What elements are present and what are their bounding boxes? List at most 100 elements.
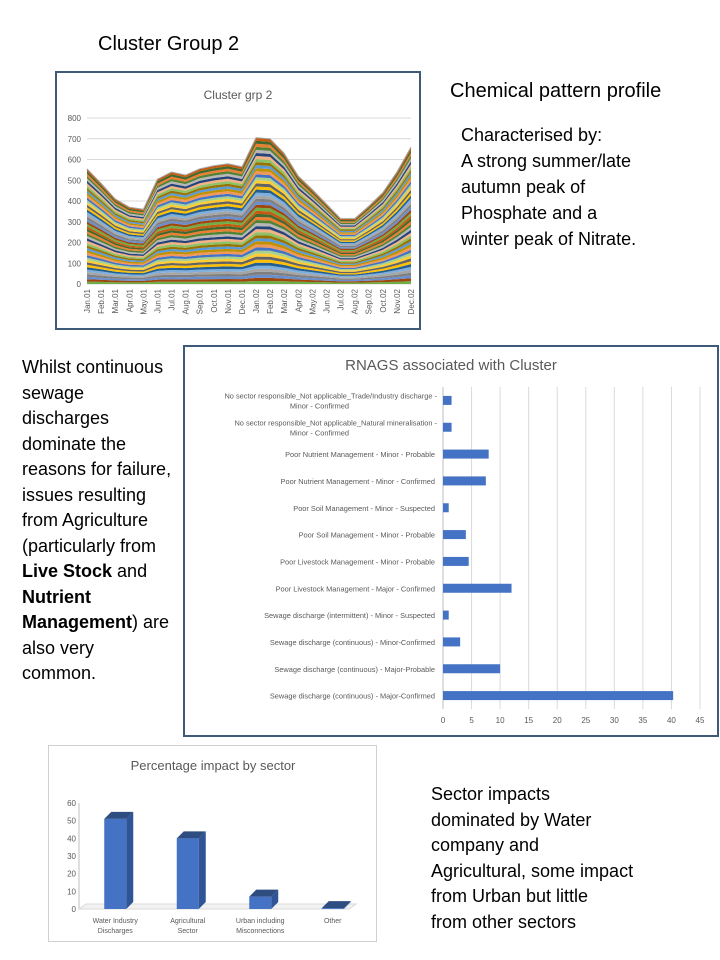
y-tick-label: 30 [67, 852, 76, 861]
area-band [87, 259, 411, 275]
y-tick-label: 20 [67, 870, 76, 879]
x-tick-label: 30 [610, 716, 619, 725]
body-text: failure, issues [22, 459, 172, 505]
bar [443, 664, 501, 674]
x-tick-label: Jul.01 [168, 288, 177, 310]
profile-line: Phosphate and a [461, 203, 598, 223]
category-label: Poor Livestock Management - Minor - Prob… [280, 557, 435, 566]
x-tick-label: Aug.01 [182, 288, 191, 314]
x-tick-label: 0 [441, 716, 446, 725]
y-tick-label: 300 [68, 218, 82, 227]
y-tick-label: 800 [68, 114, 82, 123]
category-label: Minor - Confirmed [290, 428, 349, 437]
category-label: Poor Soil Management - Minor - Suspected [293, 504, 435, 513]
area-band [87, 180, 411, 240]
column-front [321, 908, 344, 909]
area-band [87, 189, 411, 244]
area-band [87, 192, 411, 245]
area-band [87, 265, 411, 278]
area-band [87, 253, 411, 272]
y-tick-label: 40 [67, 834, 76, 843]
x-tick-label: Jun.01 [153, 288, 162, 313]
area-total-outline [86, 137, 412, 220]
y-tick-label: 600 [68, 156, 82, 165]
category-label: Sewage discharge (continuous) - Major-Co… [270, 692, 435, 701]
sector-impact-description: Sector impacts dominated by Water compan… [431, 782, 691, 935]
column-bar [176, 831, 206, 909]
bar [443, 449, 489, 459]
bar [443, 503, 449, 513]
area-band [87, 274, 411, 282]
y-tick-label: 50 [67, 817, 76, 826]
x-tick-label: 10 [496, 716, 505, 725]
sector-impact-chart-frame: Percentage impact by sector 0 10 20 30 40 50 60… [48, 745, 377, 942]
column-front [104, 818, 127, 909]
category-label: Discharges [98, 928, 134, 935]
area-band [87, 168, 411, 234]
y-tick-label: 100 [68, 259, 82, 268]
category-label: Poor Livestock Management - Major - Conf… [276, 584, 435, 593]
x-tick-label: Nov.02 [393, 288, 402, 313]
category-label: Other [324, 918, 342, 925]
y-tick-label: 10 [67, 887, 76, 896]
area-band [87, 217, 411, 256]
area-band [87, 174, 411, 237]
x-tick-label: 15 [524, 716, 533, 725]
sector-line: Sector impacts [431, 784, 551, 804]
body-text: resulting from [22, 484, 147, 531]
area-band [87, 137, 411, 220]
body-text: continuous [76, 357, 164, 377]
x-tick-label: Oct.02 [379, 288, 388, 312]
column-top [249, 889, 279, 897]
chart-title: Cluster grp 2 [204, 88, 273, 102]
area-band [87, 159, 411, 230]
area-band [87, 177, 411, 238]
area-band [87, 186, 411, 242]
body-text: Agriculture [62, 510, 149, 530]
area-band [87, 198, 411, 248]
column-top [104, 811, 134, 819]
column-bar [104, 811, 134, 909]
stacked-area-series [87, 137, 411, 284]
area-band [87, 235, 411, 264]
page-title: Cluster Group 2 [98, 33, 240, 55]
column-side [271, 889, 279, 909]
x-tick-label: Jan.01 [83, 288, 92, 313]
emphasis-text: Nutrient Management [22, 586, 133, 633]
x-tick-label: Jan.02 [252, 288, 261, 313]
chart-title: RNAGS associated with Cluster [345, 357, 557, 374]
profile-line: A strong summer/late [461, 151, 632, 171]
area-band [87, 232, 411, 263]
rnags-bar-chart: RNAGS associated with Cluster 0 5 10 15 20 25 3… [224, 357, 705, 725]
x-tick-label: Jun.02 [322, 288, 331, 313]
area-band [87, 220, 411, 257]
x-tick-label: Dec.01 [238, 288, 247, 314]
area-band [87, 271, 411, 280]
profile-line: Characterised by: [461, 125, 603, 145]
category-label: No sector responsible_Not applicable_Nat… [234, 418, 437, 427]
bar [443, 395, 452, 405]
category-label: Misconnections [236, 928, 285, 935]
emphasis-text: Live Stock [22, 561, 113, 581]
area-band [87, 210, 411, 253]
category-label: Sector [178, 928, 199, 935]
category-label: No sector responsible_Not applicable_Tra… [224, 391, 437, 400]
y-tick-label: 700 [68, 135, 82, 144]
y-tick-label: 200 [68, 239, 82, 248]
area-band [87, 277, 411, 283]
y-tick-label: 500 [68, 176, 82, 185]
x-tick-label: Sep.02 [365, 288, 374, 314]
area-band [87, 262, 411, 276]
bar [443, 637, 461, 647]
x-tick-label: Aug.02 [351, 288, 360, 314]
bar [443, 610, 449, 620]
y-tick-label: 60 [67, 799, 76, 808]
x-tick-label: Apr.02 [294, 288, 303, 312]
area-band [87, 213, 411, 254]
area-band [87, 281, 411, 284]
sector-line: Agricultural, some impact [431, 860, 634, 881]
x-tick-label: May.02 [308, 288, 317, 314]
category-label: Poor Soil Management - Minor - Probable [299, 531, 435, 540]
body-text: sewage [22, 382, 85, 403]
y-tick-label: 0 [72, 905, 77, 914]
